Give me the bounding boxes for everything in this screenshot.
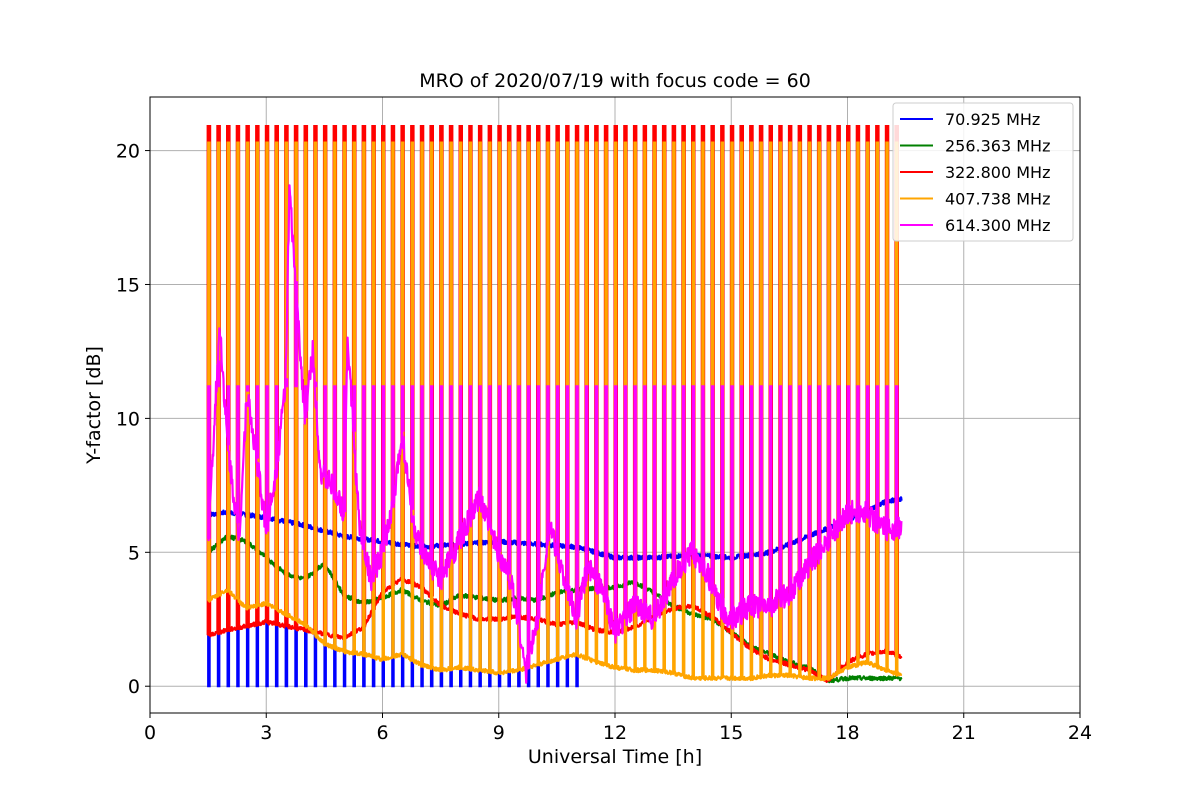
plot-area <box>206 125 903 688</box>
legend-label: 256.363 MHz <box>945 137 1050 156</box>
x-tick-label: 12 <box>603 722 627 744</box>
series-line <box>207 588 903 682</box>
series-spikes <box>207 281 899 664</box>
x-tick-label: 3 <box>260 722 272 744</box>
y-tick-label: 10 <box>116 408 140 430</box>
chart-title: MRO of 2020/07/19 with focus code = 60 <box>419 70 811 92</box>
x-axis: 0 3 6 9 12 15 18 21 24 <box>144 713 1092 744</box>
legend-label: 322.800 MHz <box>945 163 1050 182</box>
x-tick-label: 6 <box>376 722 388 744</box>
x-tick-label: 0 <box>144 722 156 744</box>
x-tick-label: 15 <box>719 722 743 744</box>
series-spikes <box>207 141 899 679</box>
y-axis-label: Y-factor [dB] <box>83 346 105 465</box>
x-tick-label: 21 <box>952 722 976 744</box>
legend-label: 407.738 MHz <box>945 190 1050 209</box>
series-spikes <box>206 125 899 681</box>
legend-label: 614.300 MHz <box>945 216 1050 235</box>
legend-box <box>892 102 1074 242</box>
x-axis-label: Universal Time [h] <box>528 746 702 768</box>
y-tick-label: 0 <box>128 676 140 698</box>
y-axis: 0 5 10 15 20 <box>116 141 150 698</box>
y-tick-label: 5 <box>128 542 140 564</box>
y-tick-label: 15 <box>116 274 140 296</box>
series-spikes <box>207 512 579 688</box>
legend-label: 70.925 MHz <box>945 110 1040 129</box>
y-tick-label: 20 <box>116 141 140 163</box>
legend: 70.925 MHz 256.363 MHz 322.800 MHz 407.738 … <box>892 102 1074 242</box>
x-tick-label: 24 <box>1068 722 1092 744</box>
x-tick-label: 9 <box>493 722 505 744</box>
x-tick-label: 18 <box>835 722 859 744</box>
